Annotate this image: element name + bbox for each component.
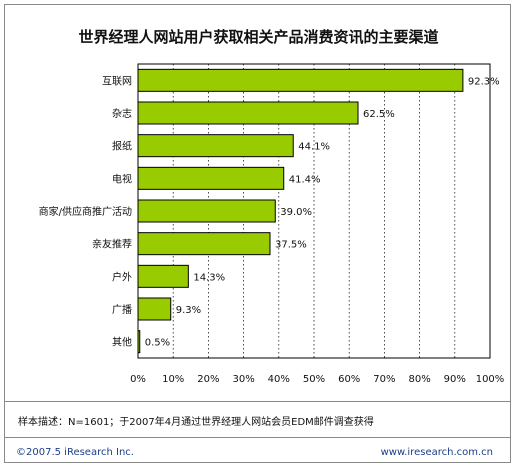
value-label: 14.3%	[193, 272, 225, 283]
x-tick-label: 10%	[162, 374, 184, 385]
bar	[137, 232, 271, 256]
x-tick-label: 40%	[268, 374, 290, 385]
note-divider	[4, 401, 511, 402]
website-link[interactable]: www.iresearch.com.cn	[380, 447, 493, 458]
x-tick-labels: 0% 10% 20% 30% 40% 50% 60% 70% 80% 90% 100%	[130, 374, 504, 385]
category-label: 电视	[112, 172, 132, 185]
x-tick-label: 100%	[476, 374, 505, 385]
x-tick-label: 30%	[232, 374, 254, 385]
footer-divider	[4, 437, 511, 438]
bar	[137, 166, 285, 190]
value-label: 44.1%	[298, 142, 330, 153]
x-tick-label: 70%	[373, 374, 395, 385]
category-label: 商家/供应商推广活动	[39, 205, 132, 218]
bar	[137, 264, 189, 288]
value-label: 62.5%	[363, 109, 395, 120]
bar	[137, 134, 294, 158]
sample-note: 样本描述：N=1601；于2007年4月通过世界经理人网站会员EDM邮件调查获得	[18, 417, 374, 428]
category-label: 互联网	[102, 75, 132, 87]
value-label: 39.0%	[280, 207, 312, 218]
value-label: 37.5%	[275, 240, 307, 251]
x-tick-label: 90%	[444, 374, 466, 385]
value-label: 41.4%	[289, 174, 321, 185]
value-labels: 92.3% 62.5% 44.1% 41.4% 39.0% 37.5% 14.3% 9.3% 0…	[145, 76, 500, 348]
x-tick-label: 50%	[303, 374, 325, 385]
bar	[137, 199, 276, 223]
value-label: 0.5%	[145, 338, 170, 349]
category-label: 报纸	[112, 140, 132, 153]
x-tick-label: 0%	[130, 374, 146, 385]
bar	[137, 297, 172, 321]
x-tick-label: 20%	[197, 374, 219, 385]
chart-title: 世界经理人网站用户获取相关产品消费资讯的主要渠道	[78, 28, 439, 46]
bar	[137, 101, 359, 125]
x-tick-label: 60%	[338, 374, 360, 385]
category-label: 杂志	[112, 107, 132, 120]
category-label: 广播	[112, 303, 132, 316]
category-label: 户外	[112, 270, 132, 283]
x-tick-label: 80%	[408, 374, 430, 385]
value-label: 9.3%	[176, 305, 201, 316]
bars	[137, 68, 464, 354]
category-label: 其他	[112, 336, 132, 349]
category-label: 亲友推荐	[92, 238, 132, 251]
copyright-text: ©2007.5 iResearch Inc.	[16, 447, 134, 458]
value-label: 92.3%	[468, 76, 500, 87]
bar	[137, 68, 464, 92]
bar	[137, 330, 141, 354]
